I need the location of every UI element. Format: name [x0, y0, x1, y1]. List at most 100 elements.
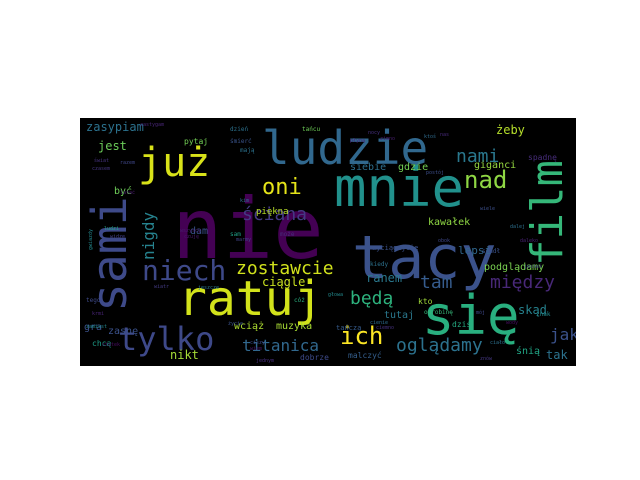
- cloud-word: mój: [476, 309, 485, 316]
- cloud-word: ciszy: [250, 340, 265, 346]
- cloud-word: giganci: [474, 160, 516, 171]
- cloud-word: statek: [102, 342, 120, 348]
- cloud-word: tylko: [118, 320, 214, 358]
- cloud-word: odrobinę: [424, 309, 453, 316]
- cloud-word: ratuj: [178, 271, 323, 327]
- cloud-word: nocy: [368, 130, 380, 136]
- cloud-word: ktoś: [424, 133, 436, 140]
- cloud-word: znów: [480, 355, 493, 362]
- cloud-word: wiele: [480, 206, 495, 212]
- cloud-word: tańczą: [336, 324, 361, 332]
- cloud-word: jest: [98, 139, 127, 153]
- cloud-word: już: [138, 140, 210, 186]
- cloud-word: ludzie: [262, 121, 428, 175]
- cloud-word: może: [280, 231, 295, 238]
- cloud-word: ściana: [242, 204, 307, 225]
- cloud-word: się: [422, 284, 520, 347]
- cloud-word: mają: [240, 147, 255, 154]
- cloud-word: mnie: [334, 156, 464, 219]
- cloud-word: dziś: [452, 319, 471, 329]
- cloud-word: nas: [440, 132, 449, 138]
- cloud-word: siebie: [350, 162, 386, 173]
- cloud-word: skąd: [518, 303, 547, 317]
- cloud-word: zasypiam: [86, 120, 144, 134]
- cloud-word: kim: [240, 198, 249, 204]
- cloud-word: krmi: [92, 311, 104, 317]
- cloud-word: zastygam: [140, 122, 164, 128]
- cloud-word: latać: [120, 189, 135, 196]
- cloud-word: film: [522, 160, 573, 266]
- cloud-word: tam: [420, 272, 453, 293]
- cloud-word: tutaj: [384, 310, 414, 321]
- cloud-word: ranem: [366, 271, 402, 285]
- cloud-word: gdzie: [398, 162, 428, 173]
- cloud-word: zostawcie: [236, 258, 334, 279]
- cloud-word: czasem: [92, 166, 110, 172]
- cloud-word: życie: [228, 321, 243, 327]
- cloud-word: wyciągajcie: [372, 244, 418, 252]
- cloud-word: nie: [172, 180, 324, 278]
- cloud-word: dobrze: [300, 353, 329, 362]
- cloud-word: oni: [262, 175, 302, 200]
- cloud-word: płyną: [350, 138, 365, 144]
- cloud-word: śnią: [516, 345, 540, 357]
- cloud-word: postój: [426, 169, 444, 176]
- cloud-word: spadł: [482, 248, 500, 255]
- cloud-word: ciągle: [262, 275, 305, 289]
- cloud-word: daleko: [520, 238, 538, 244]
- cloud-word: jesteś: [524, 263, 542, 270]
- cloud-word: dzień: [230, 126, 248, 133]
- cloud-word: żeby: [496, 123, 525, 137]
- cloud-word: wiatr: [154, 284, 169, 290]
- word-cloud: nie tacy mnie ratuj sami ludzie już film się tylk…: [80, 118, 576, 366]
- cloud-word: zasnę: [108, 326, 138, 337]
- cloud-word: jednym: [256, 358, 274, 364]
- cloud-word: podglądamy: [484, 262, 544, 273]
- cloud-word: tak: [546, 348, 568, 362]
- cloud-word: nikt: [170, 348, 199, 362]
- cloud-word: titanica: [242, 336, 319, 355]
- cloud-word: świat: [94, 157, 109, 164]
- cloud-word: głowa: [328, 292, 343, 298]
- cloud-word: cienie: [370, 320, 388, 326]
- cloud-word: być: [114, 185, 132, 197]
- cloud-word: wody: [506, 320, 518, 326]
- cloud-word: razem: [120, 160, 135, 166]
- cloud-word: gra: [84, 322, 102, 333]
- cloud-word: zamiast: [86, 324, 107, 330]
- cloud-word: wiem: [250, 346, 262, 352]
- cloud-word: kiedy: [370, 261, 388, 268]
- cloud-word: zimno: [380, 136, 395, 142]
- cloud-word: chcą: [92, 339, 111, 348]
- cloud-word: ciało: [490, 340, 505, 346]
- cloud-word: spadnę: [528, 153, 557, 162]
- cloud-word: ludzi: [104, 226, 119, 232]
- cloud-word: widzę: [110, 234, 125, 240]
- cloud-word: niech: [142, 254, 226, 287]
- cloud-word: marmy: [236, 237, 251, 243]
- cloud-word: czuję: [184, 234, 199, 240]
- cloud-word: jak: [550, 325, 576, 344]
- cloud-word: kto: [418, 297, 433, 306]
- cloud-word: gwiazdy: [88, 229, 94, 250]
- cloud-word: będą: [350, 288, 393, 309]
- cloud-word: tacy: [352, 223, 497, 293]
- cloud-word: dam: [190, 226, 208, 237]
- cloud-word: ciemno: [376, 325, 394, 331]
- cloud-word: sami: [82, 196, 138, 312]
- cloud-word: wszyscy: [180, 228, 201, 234]
- cloud-word: między: [490, 272, 555, 293]
- cloud-word: śmierć: [230, 138, 252, 145]
- cloud-word: piękna: [256, 207, 289, 217]
- cloud-word: nad: [464, 166, 507, 194]
- cloud-word: muzyka: [276, 321, 312, 332]
- cloud-word: obok: [438, 238, 450, 244]
- cloud-word: ich: [340, 322, 383, 350]
- cloud-word: jeszcze: [198, 285, 219, 291]
- cloud-word: nigdy: [139, 211, 158, 260]
- cloud-word: pytaj: [184, 137, 208, 146]
- cloud-word: sam: [230, 231, 241, 238]
- cloud-word: malczyć: [348, 350, 382, 360]
- cloud-word: cóż: [294, 297, 305, 304]
